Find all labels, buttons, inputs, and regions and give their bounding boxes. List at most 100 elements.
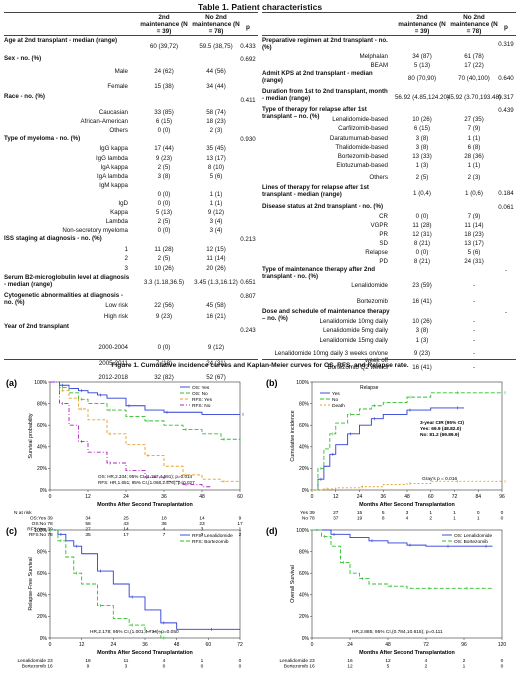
table-row: Lenalidomide 23 (59) - [262,275,516,295]
y-tick-label: 80% [299,401,310,407]
table-row: IgD 0 (0) 1 (1) [4,199,258,208]
table-row: Cytogenetic abnormalities at diagnosis -… [4,292,258,306]
value-maintenance: 0 (0) [157,227,171,235]
annotation: HR,2.178; 95% CI,(1.001,4.734); p=0.050 [90,629,179,635]
table-row: 2005-2011 7 (18) 24 (31) [4,356,258,372]
table-row: 2000-2004 0 (0) 9 (12) [4,339,258,355]
table-row: VGPR 11 (28) 11 (14) [262,221,516,230]
risk-value: 16 [309,664,315,670]
value-no-maintenance: 24 (31) [206,360,226,368]
value-maintenance: 16 (41) [412,363,432,371]
risk-value: 1 [429,510,432,516]
value-no-maintenance: 5 (6) [209,172,223,180]
x-tick-label: 24 [111,642,117,648]
value-maintenance: 24 (62) [154,68,174,76]
table-row: Caucasian 33 (85) 58 (74) [4,108,258,117]
table-row: 0 (0) 1 (1) [4,190,258,199]
value-no-maintenance: 3.45 (1.3,16.12) [194,279,238,287]
header-no-maintenance: No 2nd maintenance (N = 78) [192,14,240,35]
row-label: Lenalidomide 15mg daily [319,336,388,344]
table-row: Kappa 5 (13) 9 (12) [4,208,258,217]
row-label: Low risk [105,301,128,309]
risk-value: 35 [85,532,91,538]
value-no-maintenance: 6 (8) [467,143,481,151]
row-label: Lines of therapy for relapse after 1st t… [262,184,369,199]
risk-value: 34 [85,516,91,522]
risk-value: 12 [385,658,391,664]
risk-value: 16 [47,664,53,670]
value-no-maintenance: 24 (31) [464,258,484,266]
series-line [50,381,212,488]
y-axis-label: Overall Survival [290,565,296,603]
row-label: Age at 2nd transplant - median (range) [4,37,118,44]
row-label: PD [379,258,388,266]
value-no-maintenance: 1 (1) [467,161,481,169]
value-maintenance: 1 (3) [415,161,429,169]
value-no-maintenance: - [472,336,476,344]
row-label: BEAM [370,61,388,69]
annotation: OS: HR,2.334; 95% CI,(1.187,4.591); p=0.… [98,474,193,479]
value-p: - [504,267,508,275]
risk-row-label: Yes [300,510,308,516]
value-p: 0.930 [240,136,256,144]
value-maintenance: 7 (18) [155,360,173,368]
table-row: Disease status at 2nd transplant - no. (… [262,203,516,212]
series-line [50,529,240,630]
risk-value: 12 [347,664,353,670]
risk-value: 1 [477,516,480,522]
value-maintenance: 8 (21) [413,240,431,248]
table-row: Serum B2-microglobulin level at diagnosi… [4,274,258,292]
value-no-maintenance: 11 (14) [464,221,484,229]
risk-row-label: Bortezomib [284,664,309,670]
table-row: Lenalidomide 15mg daily 1 (3) - [262,335,516,344]
value-no-maintenance: 3 (4) [209,218,223,226]
y-tick-label: 40% [299,593,310,599]
chart-panel-3: (c) 0% 20% 40% 60% 80% 100% 0 12 24 36 48 60 72 Months… [6,526,243,670]
plot-frame [49,381,241,491]
risk-value: 3 [406,510,409,516]
table-row: Thalidomide-based 3 (8) 6 (8) [262,143,516,152]
value-p: 0.651 [240,279,256,287]
risk-table: Yes 39 27 15 5 3 1 1 0 0No 78 37 19 8 4 2 1 1 0 [300,510,503,522]
risk-value: 3 [125,664,128,670]
table-row: Race - no. (%) 0.411 [4,93,258,108]
table-row: Lenalidomide 10mg daily 3 weeks on/one w… [262,345,516,364]
table-row: Low risk 22 (56) 45 (58) [4,301,258,310]
y-tick-label: 100% [34,380,47,386]
table-row: CR 0 (0) 7 (9) [262,212,516,221]
value-no-maintenance: 27 (35) [464,116,484,124]
value-p: 0.184 [498,190,514,197]
y-axis-label: Survival probability [28,413,34,459]
value-maintenance: 10 (26) [412,318,432,326]
y-tick-label: 40% [299,445,310,451]
y-tick-label: 60% [299,571,310,577]
y-tick-label: 100% [34,528,47,534]
value-no-maintenance: 12 (15) [206,245,226,253]
row-label: IgA kappa [100,163,128,171]
legend-label: Death [332,403,345,409]
row-label: Thalidomide-based [335,143,388,151]
value-maintenance: 12 (31) [412,230,432,238]
risk-value: 0 [239,658,242,664]
value-no-maintenance: 7 (9) [467,212,481,220]
risk-value: 18 [161,516,167,522]
table-left-column: 2nd maintenance (N = 39) No 2nd maintenan… [4,12,258,381]
table-row: IgG lambda 9 (23) 13 (17) [4,153,258,162]
risk-value: 0 [501,516,504,522]
risk-value: 5 [387,664,390,670]
value-p: 0.317 [498,93,514,101]
value-maintenance: 8 (21) [413,258,431,266]
risk-value: 2 [425,664,428,670]
x-tick-label: 72 [423,642,429,648]
legend-label: OS: Bortezomib [454,539,488,545]
y-tick-label: 20% [299,614,310,620]
risk-value: 9 [239,516,242,522]
value-maintenance: 23 (59) [412,281,432,289]
risk-value: 14 [199,516,205,522]
